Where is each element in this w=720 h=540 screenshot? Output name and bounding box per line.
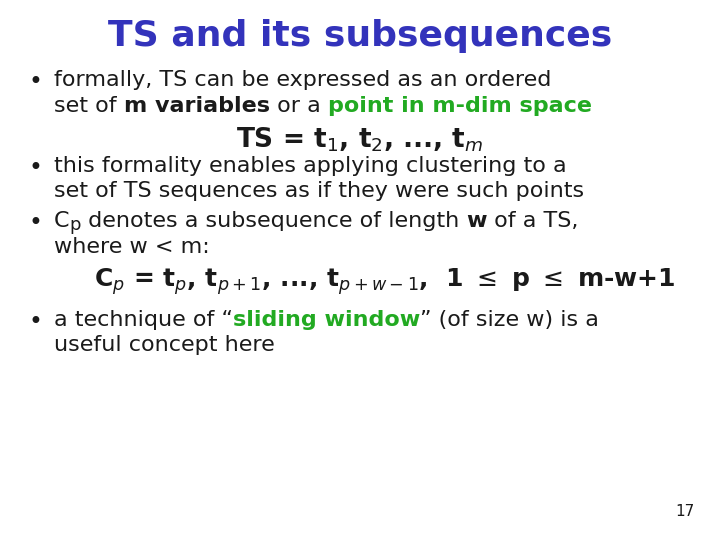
Text: TS and its subsequences: TS and its subsequences	[108, 19, 612, 53]
Text: a technique of “: a technique of “	[54, 310, 233, 330]
Text: 17: 17	[675, 504, 695, 519]
Text: formally, TS can be expressed as an ordered: formally, TS can be expressed as an orde…	[54, 70, 552, 90]
Text: TS = t$_1$, t$_2$, ..., t$_m$: TS = t$_1$, t$_2$, ..., t$_m$	[236, 125, 484, 154]
Text: of a TS,: of a TS,	[487, 211, 578, 231]
Text: C: C	[54, 211, 70, 231]
Text: •: •	[29, 70, 42, 94]
Text: •: •	[29, 310, 42, 334]
Text: p: p	[70, 215, 81, 234]
Text: •: •	[29, 156, 42, 180]
Text: denotes a subsequence of length: denotes a subsequence of length	[81, 211, 467, 231]
Text: where w < m:: where w < m:	[54, 237, 210, 257]
Text: C$_p$ = t$_p$, t$_{p+1}$, ..., t$_{p+w-1}$,  1 $\leq$ p $\leq$ m-w+1: C$_p$ = t$_p$, t$_{p+1}$, ..., t$_{p+w-1…	[94, 267, 675, 298]
Text: m variables: m variables	[124, 96, 270, 116]
Text: sliding window: sliding window	[233, 310, 420, 330]
Text: useful concept here: useful concept here	[54, 335, 275, 355]
Text: set of: set of	[54, 96, 124, 116]
Text: this formality enables applying clustering to a: this formality enables applying clusteri…	[54, 156, 567, 176]
Text: ” (of size w) is a: ” (of size w) is a	[420, 310, 599, 330]
Text: w: w	[467, 211, 487, 231]
Text: set of TS sequences as if they were such points: set of TS sequences as if they were such…	[54, 181, 584, 201]
Text: or a: or a	[270, 96, 328, 116]
Text: •: •	[29, 211, 42, 235]
Text: point in m-dim space: point in m-dim space	[328, 96, 592, 116]
